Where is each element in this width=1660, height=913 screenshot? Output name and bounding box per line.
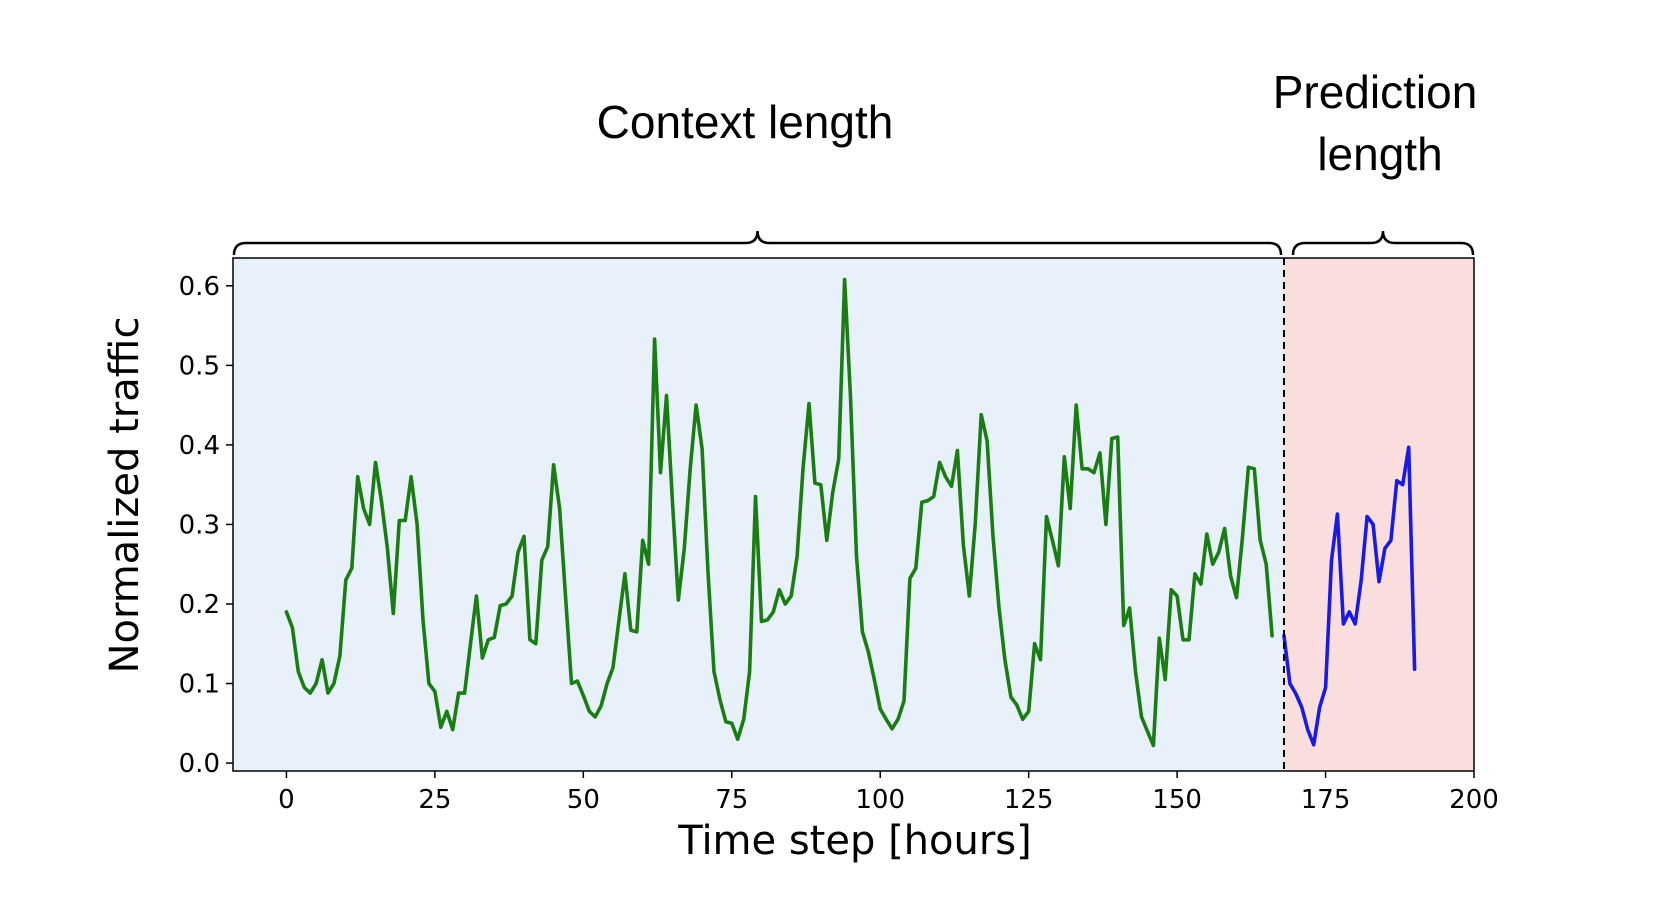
y-axis-label: Normalized traffic — [102, 317, 148, 674]
y-tick-label: 0.0 — [179, 749, 220, 779]
x-axis-label: Time step [hours] — [677, 818, 1032, 864]
context-length-label: Context length — [597, 96, 894, 148]
region-context — [233, 258, 1284, 771]
x-tick-label: 75 — [715, 785, 748, 815]
x-tick-label: 0 — [278, 785, 295, 815]
x-tick-label: 150 — [1152, 785, 1202, 815]
series-layer — [284, 277, 1417, 748]
x-tick-label: 25 — [418, 785, 451, 815]
y-tick-label: 0.1 — [179, 670, 220, 700]
x-tick-label: 100 — [855, 785, 905, 815]
y-tick-label: 0.3 — [179, 510, 220, 540]
x-tick-label: 175 — [1301, 785, 1351, 815]
series-line-1 — [1282, 445, 1417, 747]
prediction-length-label-line1: Prediction — [1273, 66, 1478, 118]
x-axis-ticks: 0 25 50 75 100 125 150 175 200 — [278, 771, 1499, 815]
prediction-length-label-line2: length — [1317, 128, 1442, 180]
x-tick-label: 200 — [1449, 785, 1499, 815]
x-tick-label: 50 — [567, 785, 600, 815]
plot-frame — [232, 257, 1475, 772]
x-tick-label: 125 — [1004, 785, 1054, 815]
y-axis-ticks: 0.0 0.1 0.2 0.3 0.4 0.5 0.6 — [179, 272, 233, 779]
background-regions — [233, 258, 1474, 771]
y-tick-label: 0.6 — [179, 272, 220, 302]
prediction-brace — [1291, 230, 1475, 256]
context-brace — [232, 230, 1283, 256]
y-tick-label: 0.4 — [179, 431, 220, 461]
y-tick-label: 0.5 — [179, 351, 220, 381]
region-prediction — [1283, 258, 1474, 771]
series-line-0 — [284, 277, 1274, 748]
y-tick-label: 0.2 — [179, 590, 220, 620]
